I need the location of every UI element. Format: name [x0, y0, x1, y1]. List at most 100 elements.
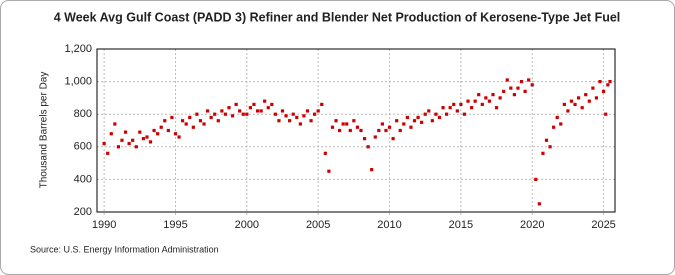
point [580, 106, 584, 110]
point [519, 80, 524, 84]
point [366, 145, 370, 149]
point [152, 128, 156, 133]
point [327, 169, 331, 173]
source: Source: U.S. Energy Information Administ… [30, 244, 219, 254]
point [512, 93, 516, 97]
y-tick-label: 600 [74, 141, 92, 153]
x-tick-label: 2020 [520, 219, 544, 231]
point [184, 122, 188, 126]
point [355, 125, 360, 129]
point [591, 86, 595, 90]
point [123, 130, 128, 134]
point [323, 151, 327, 155]
point [562, 102, 566, 107]
point [445, 112, 449, 116]
point [277, 119, 281, 123]
point [188, 115, 192, 120]
point [523, 89, 527, 93]
point [141, 137, 145, 141]
point [452, 102, 456, 107]
point [594, 96, 599, 100]
x-tick-label: 2010 [377, 219, 401, 231]
point [195, 112, 199, 116]
point [373, 135, 377, 139]
point [559, 122, 563, 126]
x-tick-label: 2015 [449, 219, 473, 231]
point [434, 112, 438, 116]
point [606, 83, 610, 87]
point [402, 122, 406, 126]
point [555, 115, 559, 120]
point [270, 102, 274, 107]
point [608, 80, 612, 84]
point [241, 112, 245, 116]
point [334, 119, 338, 123]
point [259, 109, 263, 113]
point [320, 102, 324, 107]
point [163, 119, 167, 123]
x-tick-label: 1995 [163, 219, 187, 231]
point [134, 145, 138, 149]
point [530, 83, 534, 87]
point [102, 141, 106, 146]
point [598, 80, 602, 84]
point [316, 109, 320, 113]
point [181, 119, 185, 123]
point [412, 119, 417, 123]
point [484, 96, 488, 100]
point [566, 109, 570, 113]
point [202, 122, 206, 126]
point [437, 115, 442, 120]
point [166, 128, 170, 133]
point [469, 106, 474, 110]
point [448, 106, 452, 110]
point [577, 96, 581, 100]
point [430, 119, 434, 123]
point [395, 119, 399, 123]
point [494, 106, 499, 110]
point [148, 140, 153, 144]
y-tick-label: 1,200 [64, 43, 92, 55]
x-tick-label: 1990 [92, 219, 116, 231]
point [288, 119, 292, 123]
point [466, 99, 470, 103]
point [534, 177, 538, 181]
point [480, 102, 484, 107]
point [370, 168, 374, 172]
point [298, 122, 302, 126]
point [266, 106, 270, 110]
point [198, 119, 203, 123]
point [552, 125, 556, 129]
point [487, 99, 492, 103]
point [348, 128, 352, 133]
point [477, 93, 481, 97]
point [216, 119, 220, 123]
point [459, 102, 463, 107]
y-tick-label: 800 [74, 108, 92, 120]
point [138, 130, 142, 134]
point [337, 128, 342, 133]
point [173, 132, 178, 136]
point [345, 122, 349, 126]
point [573, 102, 577, 107]
point [584, 93, 588, 97]
y-tick-label: 200 [74, 206, 92, 218]
point [170, 115, 174, 120]
point [498, 96, 502, 100]
point [587, 99, 591, 103]
x-tick-label: 2005 [306, 219, 330, 231]
point [106, 151, 110, 155]
point [509, 86, 513, 90]
point [362, 137, 367, 141]
point [313, 112, 317, 116]
y-tick-label: 1,000 [64, 76, 92, 88]
point [505, 78, 509, 82]
point [352, 119, 356, 123]
point [273, 112, 277, 116]
point [252, 102, 256, 107]
point [234, 102, 238, 107]
point [604, 112, 608, 116]
